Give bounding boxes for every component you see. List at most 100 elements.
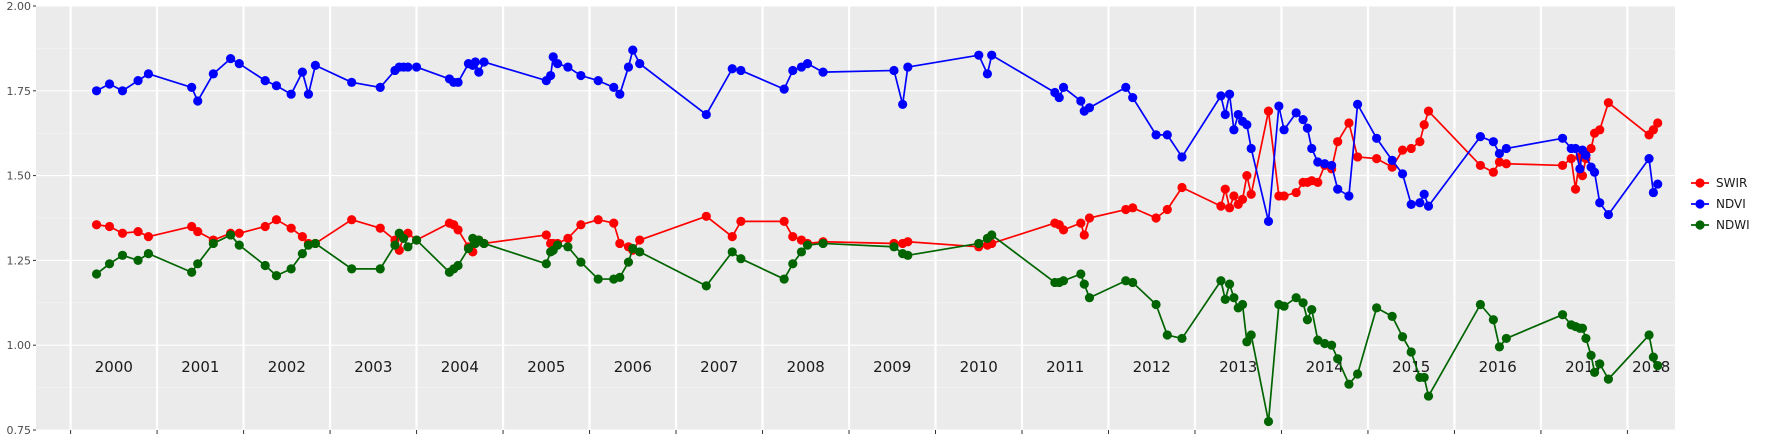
year-label: 2004 (441, 358, 479, 376)
data-point-ndvi (1423, 201, 1434, 211)
data-point-ndvi (1220, 109, 1230, 120)
data-point-ndwi (1603, 374, 1613, 384)
data-point-ndvi (1307, 143, 1317, 154)
data-point-ndvi (635, 59, 645, 69)
data-point-ndwi (635, 247, 645, 257)
data-point-ndwi (1079, 279, 1089, 289)
data-point-swir (347, 215, 357, 225)
data-point-ndwi (234, 240, 244, 250)
data-point-ndwi (1076, 269, 1086, 279)
data-point-swir (117, 228, 128, 238)
data-point-ndvi (1575, 164, 1585, 174)
data-point-ndwi (1423, 391, 1434, 401)
data-point-swir (104, 221, 115, 232)
data-point-ndwi (1151, 299, 1161, 310)
data-point-ndvi (1224, 89, 1235, 99)
year-label: 2008 (787, 358, 825, 376)
data-point-swir (1151, 213, 1161, 223)
data-point-swir (193, 226, 203, 237)
data-point-ndvi (271, 81, 282, 91)
data-point-ndwi (1577, 323, 1588, 333)
data-point-swir (187, 221, 197, 232)
data-point-ndwi (297, 249, 307, 259)
data-point-ndwi (1595, 359, 1605, 369)
legend-label: NDWI (1716, 218, 1750, 232)
data-point-ndwi (628, 243, 638, 254)
data-point-ndvi (453, 77, 463, 87)
data-point-ndwi (576, 257, 586, 267)
data-point-ndwi (1263, 416, 1274, 427)
data-point-ndvi (1298, 115, 1308, 125)
data-point-swir (1397, 145, 1408, 155)
data-point-ndvi (563, 62, 573, 72)
data-point-swir (1263, 106, 1274, 116)
data-point-swir (1372, 154, 1382, 164)
data-point-ndwi (1557, 310, 1568, 320)
data-point-ndvi (779, 84, 789, 94)
data-point-swir (563, 233, 573, 243)
data-point-swir (1121, 204, 1131, 215)
data-point-swir (609, 218, 619, 228)
series-ndvi (91, 45, 1663, 226)
data-point-swir (541, 230, 551, 240)
data-point-ndwi (1302, 315, 1313, 325)
data-point-ndvi (1274, 101, 1284, 111)
legend-label: NDVI (1716, 197, 1746, 211)
data-point-ndwi (987, 230, 997, 240)
data-point-ndwi (1162, 330, 1172, 340)
data-point-swir (91, 220, 102, 230)
data-point-swir (1501, 159, 1511, 169)
data-point-ndvi (1475, 131, 1485, 142)
data-point-ndvi (1313, 157, 1323, 167)
data-point-ndwi (1387, 311, 1397, 321)
data-point-swir (1387, 162, 1397, 172)
data-point-ndvi (736, 65, 746, 76)
data-point-ndvi (548, 52, 558, 62)
data-point-ndwi (347, 264, 357, 274)
data-point-ndvi (1177, 152, 1187, 162)
data-point-swir (1475, 160, 1485, 171)
data-point-ndvi (117, 86, 128, 96)
y-axis: 0.75 1.00 1.25 1.50 1.75 2.00 (7, 0, 36, 437)
data-point-ndvi (1151, 130, 1161, 140)
year-label: 2003 (354, 358, 392, 376)
data-point-swir (1488, 167, 1498, 177)
data-point-swir (1237, 194, 1248, 204)
year-label: 2000 (95, 358, 133, 376)
data-point-ndvi (411, 62, 422, 72)
data-point-swir (701, 211, 711, 221)
data-point-ndwi (208, 238, 218, 249)
data-point-ndvi (1084, 103, 1095, 113)
data-point-ndwi (903, 250, 913, 260)
data-point-ndwi (1586, 350, 1596, 360)
data-point-ndvi (347, 77, 357, 87)
data-point-ndvi (1494, 148, 1505, 159)
data-point-swir (1128, 203, 1138, 213)
data-point-ndwi (479, 238, 489, 249)
data-point-swir (297, 232, 307, 242)
year-label: 2012 (1133, 358, 1171, 376)
year-label: 2002 (268, 358, 306, 376)
data-point-ndvi (1419, 189, 1429, 199)
minor-gridlines (36, 48, 1675, 388)
data-point-ndvi (1648, 187, 1658, 198)
data-point-ndvi (187, 82, 197, 93)
data-point-swir (635, 235, 645, 245)
data-point-ndvi (1557, 133, 1568, 143)
data-point-ndvi (1076, 96, 1086, 106)
y-tick-label: 2.00 (7, 0, 32, 13)
data-point-ndwi (375, 264, 385, 274)
data-point-ndwi (779, 274, 789, 284)
series-layer (91, 45, 1663, 427)
data-point-ndwi (552, 240, 563, 250)
data-point-swir (1084, 213, 1095, 223)
data-point-ndvi (1570, 143, 1581, 154)
year-label: 2001 (181, 358, 219, 376)
data-point-ndwi (411, 235, 422, 245)
data-point-ndvi (889, 65, 899, 76)
legend-item-ndwi: NDWI (1691, 218, 1750, 232)
year-separators (69, 6, 1629, 430)
data-point-ndvi (1603, 210, 1613, 220)
data-point-ndvi (226, 53, 236, 64)
